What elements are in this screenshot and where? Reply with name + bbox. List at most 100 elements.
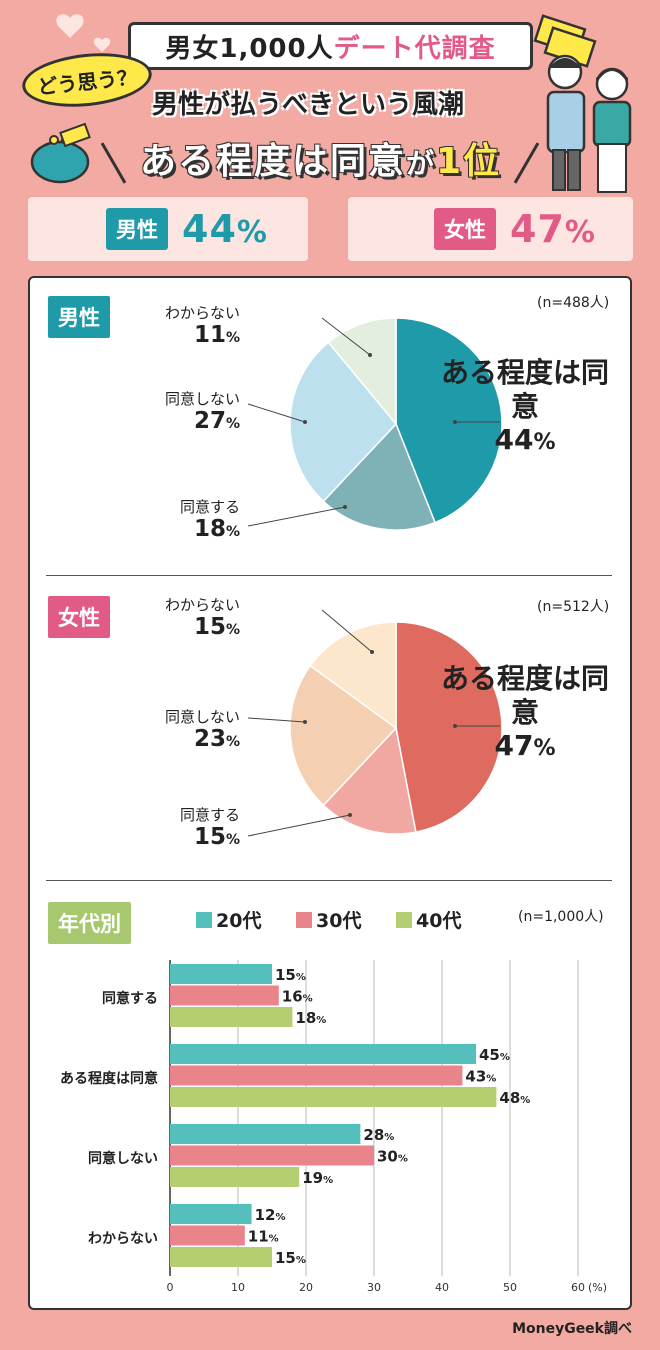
male-summary-value: 44 (182, 207, 237, 251)
bar-0-2 (170, 1007, 293, 1027)
male-label-agree: 同意する 18% (140, 496, 240, 542)
source-credit: MoneyGeek調べ (512, 1321, 632, 1337)
female-pie-slice-2 (289, 664, 398, 807)
female-summary-label: 女性 (434, 208, 496, 250)
section-divider (46, 575, 612, 576)
male-leader-dot-2 (303, 420, 307, 424)
legend-swatch-30s (296, 911, 312, 928)
percent-unit: % (225, 524, 240, 540)
female-disagree-number: 23 (193, 726, 226, 752)
bar-category-label: わからない (88, 1231, 158, 1247)
percent-unit: % (225, 832, 240, 848)
female-pie-slice-0 (395, 621, 503, 834)
female-leader-dot-0 (453, 724, 457, 728)
female-summary-value: 47 (510, 207, 565, 251)
legend-swatch-20s (196, 911, 212, 928)
female-summary-card: 女性 47% (348, 197, 633, 261)
legend-swatch-40s (396, 911, 412, 928)
female-label-agree-text: 同意する (179, 806, 240, 824)
female-leader-dot-1 (348, 813, 352, 817)
age-sample-size: (n=1,000人) (518, 909, 604, 925)
female-label-disagree: 同意しない 23% (130, 706, 240, 752)
bar-value-label-1-2: 48% (499, 1089, 530, 1107)
bar-category-label: 同意する (102, 991, 158, 1007)
male-section-tag: 男性 (48, 296, 110, 338)
male-pie-slice-2 (289, 341, 397, 503)
female-label-somewhat: ある程度は同意 47% (440, 662, 610, 763)
male-label-unknown: わからない 11% (148, 302, 240, 348)
bar-category-label: 同意しない (88, 1151, 158, 1167)
bar-0-1 (170, 985, 279, 1006)
title-part-1: 男女1,000人 (165, 33, 334, 64)
bar-value-label-3-0: 12% (255, 1206, 286, 1224)
bar-2-0 (170, 1124, 361, 1144)
male-unknown-number: 11 (193, 322, 226, 348)
female-label-agree: 同意する 15% (140, 804, 240, 850)
female-leader-line-2 (247, 717, 306, 723)
subtitle: 男性が払うべきという風潮 (152, 90, 465, 120)
bar-value-label-0-1: 16% (282, 988, 313, 1006)
percent-unit: % (225, 622, 240, 638)
x-axis-unit: (%) (588, 1281, 607, 1294)
female-leader-line-1 (247, 814, 351, 837)
male-sample-size: (n=488人) (537, 295, 610, 311)
bar-3-0 (170, 1204, 252, 1224)
percent-unit: % (533, 430, 556, 456)
male-label-disagree-value: 27% (130, 408, 240, 434)
bar-category-label: ある程度は同意 (60, 1071, 158, 1087)
male-label-somewhat-value: 44% (440, 423, 610, 457)
male-label-agree-value: 18% (140, 516, 240, 542)
bar-3-2 (170, 1247, 272, 1267)
percent-unit: % (225, 330, 240, 346)
bar-1-1 (170, 1065, 463, 1086)
female-label-disagree-value: 23% (130, 726, 240, 752)
male-somewhat-number: 44 (494, 423, 534, 457)
x-tick-label: 0 (167, 1281, 174, 1294)
bar-value-label-3-1: 11% (248, 1228, 279, 1246)
bar-0-0 (170, 964, 272, 984)
male-label-unknown-text: わからない (164, 304, 240, 322)
percent-unit: % (225, 416, 240, 432)
bar-value-label-2-2: 19% (302, 1169, 333, 1187)
percent-unit: % (533, 736, 556, 762)
legend-label-20s: 20代 (216, 910, 262, 932)
x-tick-label: 30 (367, 1281, 381, 1294)
female-pie-slice-3 (309, 621, 397, 730)
x-tick-label: 20 (299, 1281, 313, 1294)
female-leader-line-3 (321, 609, 373, 653)
male-label-agree-text: 同意する (179, 498, 240, 516)
female-pie-slice-1 (322, 726, 417, 835)
male-summary-percent: 44% (182, 207, 268, 251)
male-label-unknown-value: 11% (148, 322, 240, 348)
female-label-somewhat-value: 47% (440, 729, 610, 763)
female-leader-dot-2 (303, 720, 307, 724)
bar-3-1 (170, 1225, 245, 1246)
female-label-unknown-text: わからない (164, 596, 240, 614)
female-label-unknown: わからない 15% (148, 594, 240, 640)
female-sample-size: (n=512人) (537, 599, 610, 615)
bar-value-label-0-2: 18% (295, 1009, 326, 1027)
male-leader-line-3 (321, 317, 371, 356)
male-pie-slice-1 (322, 422, 436, 531)
female-summary-percent: 47% (510, 207, 596, 251)
bar-2-2 (170, 1167, 300, 1187)
male-label-somewhat: ある程度は同意 44% (440, 356, 610, 457)
male-pie-slice-0 (395, 317, 503, 524)
male-pie-slice-3 (327, 317, 397, 427)
percent-unit: % (225, 734, 240, 750)
bar-2-1 (170, 1145, 374, 1166)
headline: ある程度は同意が1位 (140, 132, 501, 184)
bar-value-label-3-2: 15% (275, 1249, 306, 1267)
legend-item-20s: 20代 (196, 906, 261, 933)
female-summary-unit: % (564, 215, 596, 250)
female-leader-dot-3 (370, 650, 374, 654)
male-leader-dot-1 (343, 505, 347, 509)
female-label-disagree-text: 同意しない (164, 708, 240, 726)
bar-1-2 (170, 1087, 497, 1107)
bar-value-label-0-0: 15% (275, 966, 306, 984)
female-label-agree-value: 15% (140, 824, 240, 850)
bar-1-0 (170, 1044, 476, 1064)
bar-value-label-1-0: 45% (479, 1046, 510, 1064)
